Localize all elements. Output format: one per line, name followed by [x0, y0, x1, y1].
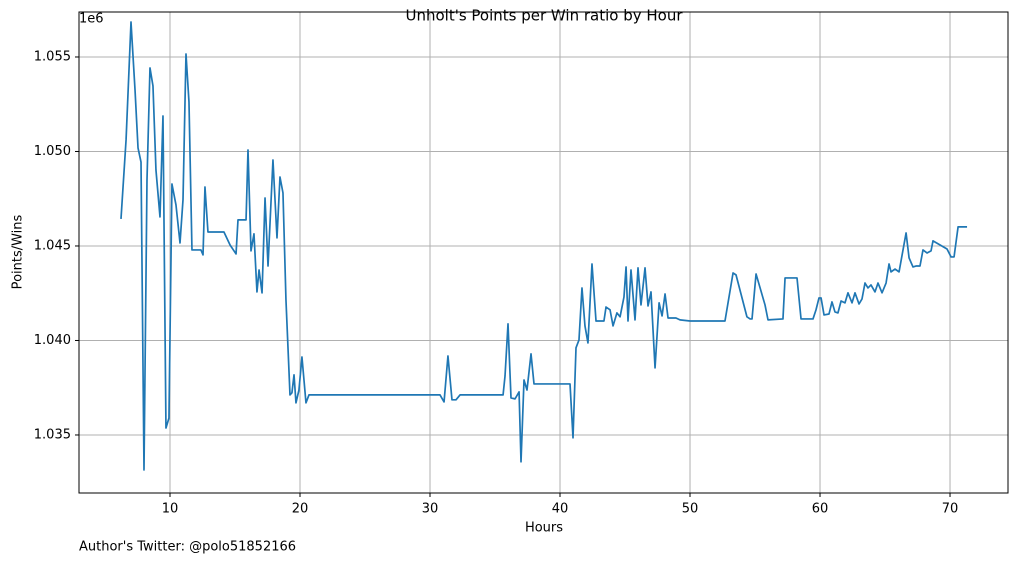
y-tick-label: 1.045 [34, 238, 71, 253]
plot-frame [78, 11, 1009, 494]
line-series [120, 21, 968, 471]
y-tick-label: 1.040 [34, 333, 71, 348]
x-tick-label: 70 [942, 502, 959, 517]
y-offset-label: 1e6 [79, 12, 104, 27]
x-tick-label: 60 [812, 502, 829, 517]
x-tick-label: 30 [422, 502, 439, 517]
y-tick-label: 1.050 [34, 144, 71, 159]
x-tick-label: 40 [552, 502, 569, 517]
x-tick-label: 10 [162, 502, 179, 517]
y-tick-label: 1.055 [34, 49, 71, 64]
y-tick-label: 1.035 [34, 427, 71, 442]
y-axis-label: Points/Wins [11, 214, 26, 289]
chart-title: Unholt's Points per Win ratio by Hour [405, 7, 683, 25]
footer: Author's Twitter: @polo51852166 [79, 540, 296, 555]
x-axis-label: Hours [525, 521, 563, 536]
x-tick-label: 20 [292, 502, 309, 517]
x-tick-label: 50 [682, 502, 699, 517]
